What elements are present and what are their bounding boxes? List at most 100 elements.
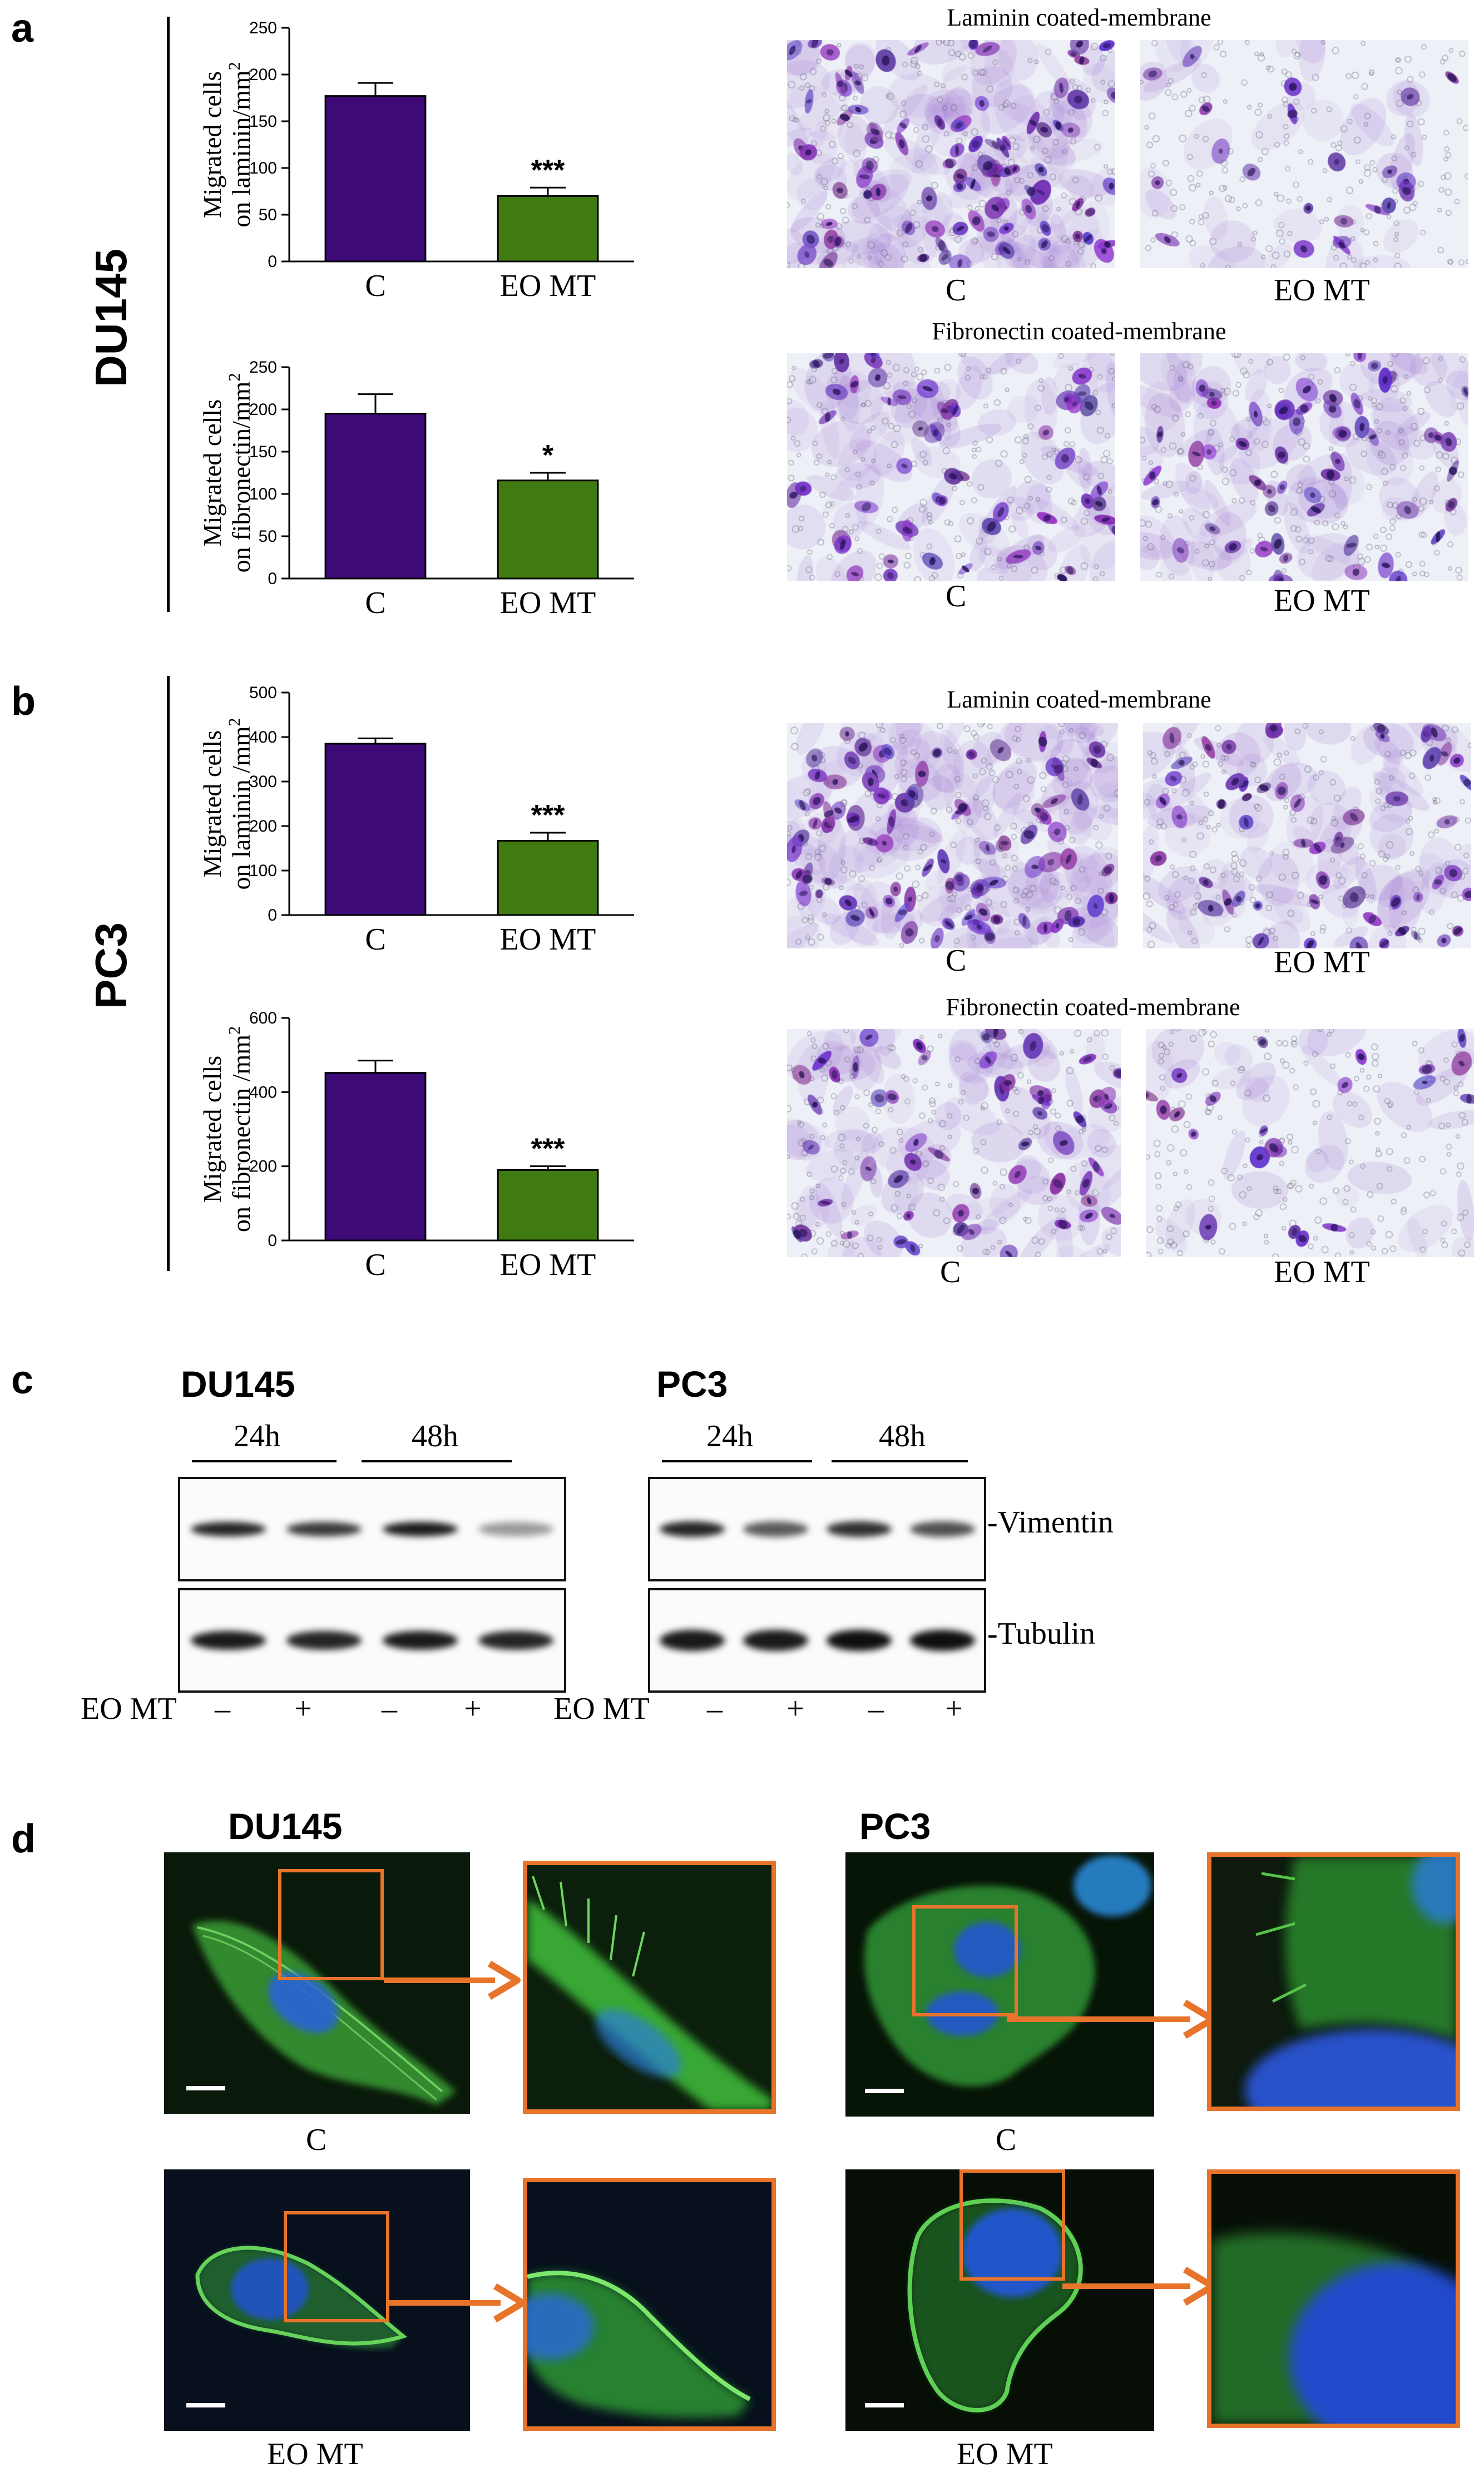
category-label: EO MT <box>500 586 596 620</box>
blot-band <box>190 1631 266 1650</box>
fluo-title-pc3: PC3 <box>859 1806 931 1847</box>
y-axis-label: Migrated cells on laminin/mm2 <box>198 62 255 227</box>
y-axis-label: Migrated cells on fibronectin /mm2 <box>198 1026 255 1232</box>
bracket-du145-24h <box>192 1460 337 1462</box>
zoom-arrow-pc3-eomt <box>1062 2266 1216 2306</box>
significance-marker: * <box>542 439 554 472</box>
y-axis-label: Migrated cells on laminin /mm2 <box>198 718 255 890</box>
micrograph-du145-fibronectin-control <box>787 353 1115 581</box>
y-axis-label-line2: on laminin/mm2 <box>225 62 255 227</box>
sign-du145-3: – <box>382 1692 397 1726</box>
category-label: C <box>365 922 385 957</box>
micrograph-du145-fibronectin-eomt <box>1140 353 1468 581</box>
panel-letter-c: c <box>11 1358 34 1402</box>
fluo-label-du145-c: C <box>306 2123 327 2157</box>
sign-du145-1: – <box>215 1692 230 1726</box>
y-axis-label-line1: Migrated cells <box>198 730 226 877</box>
micro-label-pc3-laminin-eomt: EO MT <box>1274 945 1370 980</box>
zoom-region-pc3-control <box>912 1905 1018 2016</box>
micro-label-du145-fibronectin-eomt: EO MT <box>1274 584 1370 618</box>
bar-c <box>324 1072 427 1242</box>
y-axis-label-line2: on fibronectin /mm2 <box>225 1026 255 1232</box>
row-label-pc3: PC3 <box>86 922 136 1009</box>
time-label-pc3-24h: 24h <box>706 1419 753 1453</box>
y-tick-label: 250 <box>249 19 277 37</box>
blot-title-pc3: PC3 <box>656 1363 728 1405</box>
micro-label-pc3-fibronectin-eomt: EO MT <box>1274 1255 1370 1289</box>
chart-pc3-laminin: 0 100 200 300 400 500 Migrated cells on laminin… <box>198 684 634 957</box>
y-axis-label-sup: 2 <box>225 62 244 70</box>
blot-band <box>190 1522 266 1536</box>
time-label-du145-24h: 24h <box>234 1419 280 1453</box>
zoom-arrow-pc3-control <box>1007 1999 1216 2039</box>
sign-pc3-2: + <box>786 1692 804 1726</box>
blot-band <box>659 1521 725 1537</box>
micrograph-pc3-laminin-control <box>787 723 1118 948</box>
sign-du145-2: + <box>294 1692 312 1726</box>
band-label-vimentin: -Vimentin <box>987 1505 1114 1540</box>
y-tick-label: 0 <box>268 906 277 924</box>
y-axis-label-line2: on laminin /mm2 <box>225 718 255 890</box>
micro-title-du145-fibronectin: Fibronectin coated-membrane <box>932 318 1226 345</box>
zoomed-pc3-control <box>1207 1852 1460 2111</box>
micro-title-du145-laminin: Laminin coated-membrane <box>947 4 1211 31</box>
blot-band <box>382 1631 458 1650</box>
fluorescence-pc3-eomt <box>845 2169 1154 2431</box>
fluorescence-du145-control <box>164 1852 470 2114</box>
y-tick-label: 0 <box>268 1232 277 1250</box>
bracket-pc3-48h <box>832 1460 968 1462</box>
y-axis-label-line1: Migrated cells <box>198 71 226 218</box>
bar-c <box>324 95 427 263</box>
blot-band <box>382 1522 458 1536</box>
blot-band <box>909 1521 975 1537</box>
fluo-title-du145: DU145 <box>228 1806 343 1847</box>
micro-label-pc3-laminin-c: C <box>946 943 967 978</box>
y-tick-label: 50 <box>259 206 277 224</box>
category-label: C <box>365 269 385 303</box>
fluo-label-pc3-c: C <box>996 2123 1017 2157</box>
y-tick-label: 150 <box>249 112 277 131</box>
category-label: EO MT <box>500 922 596 957</box>
y-tick-label: 100 <box>249 862 277 880</box>
y-tick-label: 200 <box>249 401 277 419</box>
y-tick-label: 300 <box>249 773 277 791</box>
y-tick-label: 50 <box>259 527 277 546</box>
y-tick-label: 0 <box>268 253 277 271</box>
category-label: EO MT <box>500 269 596 303</box>
category-label: C <box>365 586 385 620</box>
bracket-du145-48h <box>362 1460 512 1462</box>
blot-band <box>909 1630 975 1651</box>
row-label-du145: DU145 <box>86 248 136 387</box>
y-axis-label: Migrated cells on fibronectin/mm2 <box>198 373 255 573</box>
panel-letter-a: a <box>11 6 34 51</box>
bar-eo-mt <box>497 195 599 263</box>
y-axis-label-sup: 2 <box>225 1026 244 1035</box>
y-tick-label: 400 <box>249 1083 277 1101</box>
divider-pc3 <box>167 676 170 1271</box>
category-label: C <box>365 1248 385 1282</box>
y-tick-label: 150 <box>249 443 277 461</box>
micro-title-pc3-laminin: Laminin coated-membrane <box>947 686 1211 713</box>
blot-band <box>286 1631 362 1650</box>
y-tick-label: 100 <box>249 485 277 503</box>
sign-pc3-4: + <box>945 1692 963 1726</box>
zoomed-pc3-eomt <box>1207 2169 1460 2428</box>
blot-band <box>478 1522 554 1536</box>
blot-band <box>743 1521 808 1537</box>
fluo-label-du145-eomt: EO MT <box>267 2437 363 2471</box>
divider-du145 <box>167 17 170 612</box>
y-tick-label: 250 <box>249 358 277 377</box>
band-label-tubulin: -Tubulin <box>987 1616 1096 1651</box>
blot-band <box>826 1630 892 1651</box>
bracket-pc3-24h <box>662 1460 812 1462</box>
y-axis-label-sup: 2 <box>225 718 244 726</box>
scale-bar-du145-control <box>186 2086 225 2090</box>
zoomed-du145-eomt <box>523 2178 776 2431</box>
blot-band <box>826 1521 892 1537</box>
micrograph-du145-laminin-eomt <box>1140 40 1468 268</box>
y-axis-label-line1: Migrated cells <box>198 399 226 546</box>
bar-c <box>324 743 427 916</box>
scale-bar-du145-eomt <box>186 2403 225 2407</box>
sign-du145-4: + <box>464 1692 482 1726</box>
